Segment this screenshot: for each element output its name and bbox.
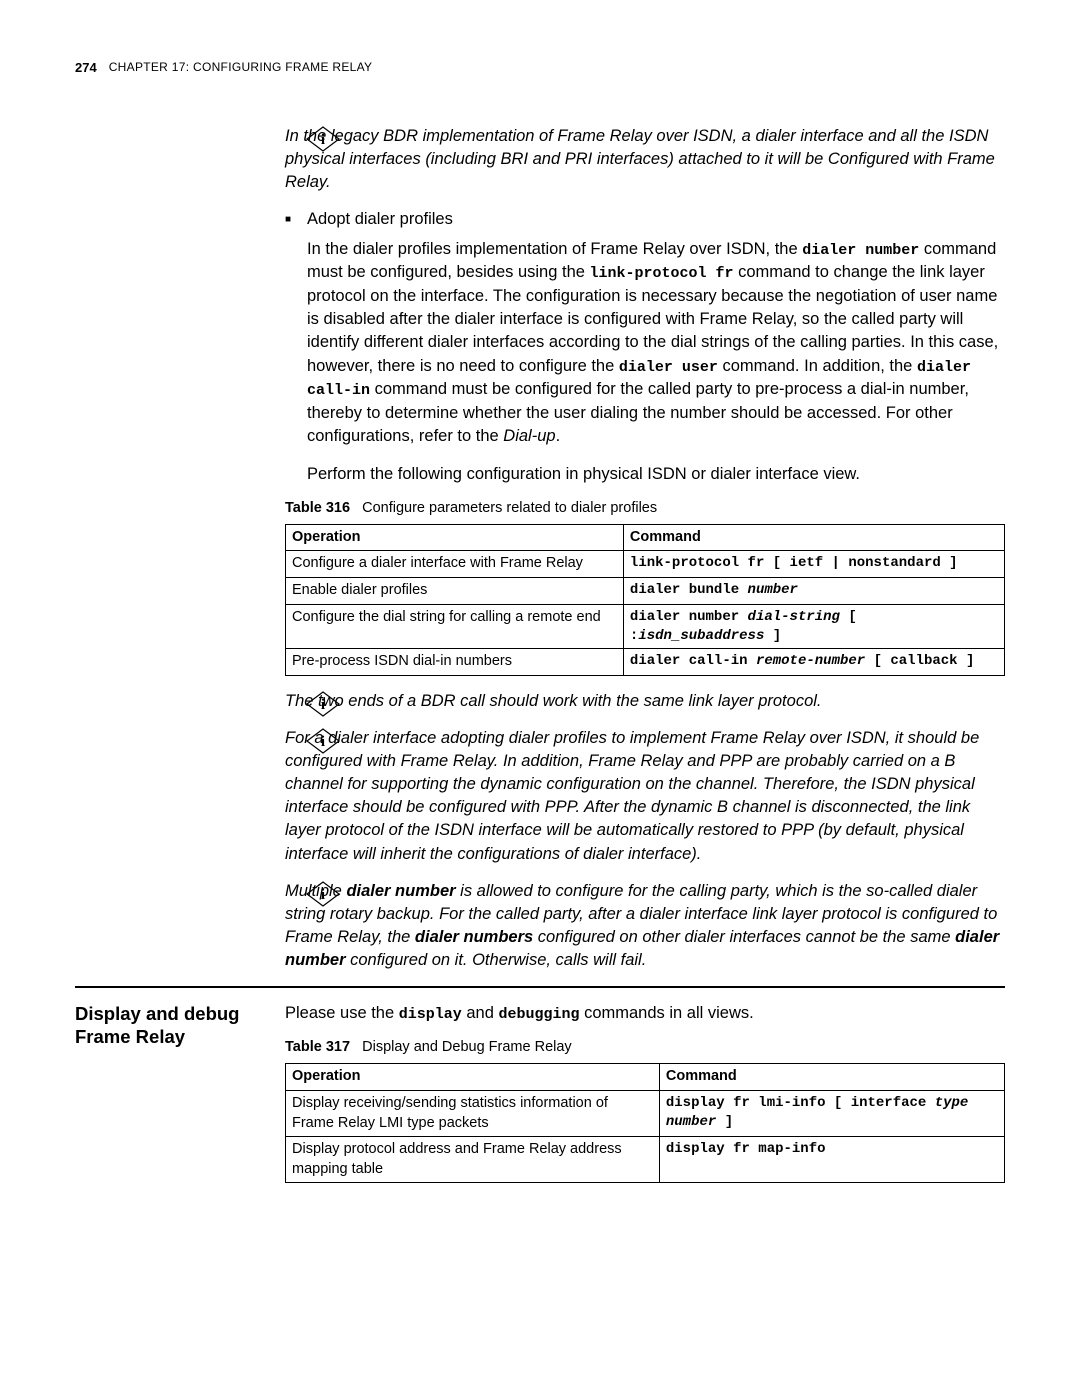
table-316-caption: Table 316 Configure parameters related t… [285,500,1005,516]
cmd-text: [ callback ] [865,653,974,669]
cmd-cell: dialer call-in remote-number [ callback … [623,649,1004,676]
table-header-row: Operation Command [286,524,1005,551]
text-fragment: and [462,1004,499,1022]
code-link-protocol-fr: link-protocol fr [590,265,734,282]
code-debugging: debugging [498,1006,579,1023]
info-icon: i [305,690,341,718]
cmd-cell: link-protocol fr [ ietf | nonstandard ] [623,551,1004,578]
cmd-param: isdn_subaddress [638,628,764,644]
table-row: Configure a dialer interface with Frame … [286,551,1005,578]
text-fragment: In the dialer profiles implementation of… [307,240,802,258]
op-cell: Configure the dial string for calling a … [286,604,624,649]
table-317: Operation Command Display receiving/send… [285,1063,1005,1183]
table-row: Configure the dial string for calling a … [286,604,1005,649]
table-row: Enable dialer profiles dialer bundle num… [286,578,1005,605]
code-display: display [399,1006,462,1023]
svg-text:i: i [321,887,325,903]
cmd-param: dial-string [748,609,840,625]
svg-text:i: i [321,697,325,713]
col-command: Command [623,524,1004,551]
info-icon: i [305,880,341,908]
table-row: Display receiving/sending statistics inf… [286,1090,1005,1136]
table-316: Operation Command Configure a dialer int… [285,524,1005,676]
note-dialer-interface: For a dialer interface adopting dialer p… [285,727,1005,866]
paragraph-dialer-profiles: In the dialer profiles implementation of… [285,238,1005,449]
text-fragment: configured on it. Otherwise, calls will … [346,951,647,969]
table-title: Display and Debug Frame Relay [362,1039,572,1055]
cmd-text: display fr lmi-info [ interface [666,1095,935,1111]
cmd-text: dialer bundle [630,582,748,598]
cmd-cell: display fr map-info [659,1137,1004,1183]
table-row: Display protocol address and Frame Relay… [286,1137,1005,1183]
info-icon: i [305,125,341,153]
table-row: Pre-process ISDN dial-in numbers dialer … [286,649,1005,676]
text-fragment: command must be configured for the calle… [307,380,969,445]
svg-text:i: i [321,734,325,750]
bullet-adopt-profiles: Adopt dialer profiles [285,208,1005,231]
cmd-text: ] [716,1114,733,1130]
text-fragment: Please use the [285,1004,399,1022]
op-cell: Enable dialer profiles [286,578,624,605]
cmd-text: ] [764,628,781,644]
op-cell: Configure a dialer interface with Frame … [286,551,624,578]
op-cell: Display receiving/sending statistics inf… [286,1090,660,1136]
cmd-param: number [748,582,798,598]
dialup-ref: Dial-up [503,427,555,445]
info-icon: i [305,727,341,755]
table-number: Table 317 [285,1039,350,1055]
text-fragment: configured on other dialer interfaces ca… [533,928,955,946]
cmd-cell: dialer number dial-string [ :isdn_subadd… [623,604,1004,649]
page-header: 274 CHAPTER 17: CONFIGURING FRAME RELAY [75,60,1005,75]
code-dialer-user: dialer user [619,359,718,376]
text-fragment: . [556,427,561,445]
cmd-cell: dialer bundle number [623,578,1004,605]
code-dialer-number: dialer number [802,242,919,259]
svg-text:i: i [321,132,325,148]
bold-dialer-numbers: dialer numbers [415,928,533,946]
table-number: Table 316 [285,500,350,516]
col-operation: Operation [286,1064,660,1091]
cmd-param: remote-number [756,653,865,669]
table-317-caption: Table 317 Display and Debug Frame Relay [285,1039,1005,1055]
col-command: Command [659,1064,1004,1091]
bold-dialer-number: dialer number [346,882,455,900]
cmd-text: dialer call-in [630,653,756,669]
cmd-cell: display fr lmi-info [ interface type num… [659,1090,1004,1136]
op-cell: Display protocol address and Frame Relay… [286,1137,660,1183]
note-bdr-ends: The two ends of a BDR call should work w… [285,690,1005,713]
note-legacy-bdr: In the legacy BDR implementation of Fram… [285,125,1005,194]
chapter-label: CHAPTER 17: CONFIGURING FRAME RELAY [109,60,373,75]
op-cell: Pre-process ISDN dial-in numbers [286,649,624,676]
section-heading: Display and debug Frame Relay [75,1002,285,1197]
col-operation: Operation [286,524,624,551]
paragraph-perform-config: Perform the following configuration in p… [285,463,1005,486]
text-fragment: command. In addition, the [718,357,917,375]
cmd-text: dialer number [630,609,748,625]
paragraph-display-intro: Please use the display and debugging com… [285,1002,1005,1025]
section-display-debug: Display and debug Frame Relay Please use… [75,986,1005,1197]
note-multiple-dialer: Multiple dialer number is allowed to con… [285,880,1005,972]
page-number: 274 [75,60,97,75]
text-fragment: commands in all views. [579,1004,753,1022]
table-header-row: Operation Command [286,1064,1005,1091]
table-title: Configure parameters related to dialer p… [362,500,657,516]
